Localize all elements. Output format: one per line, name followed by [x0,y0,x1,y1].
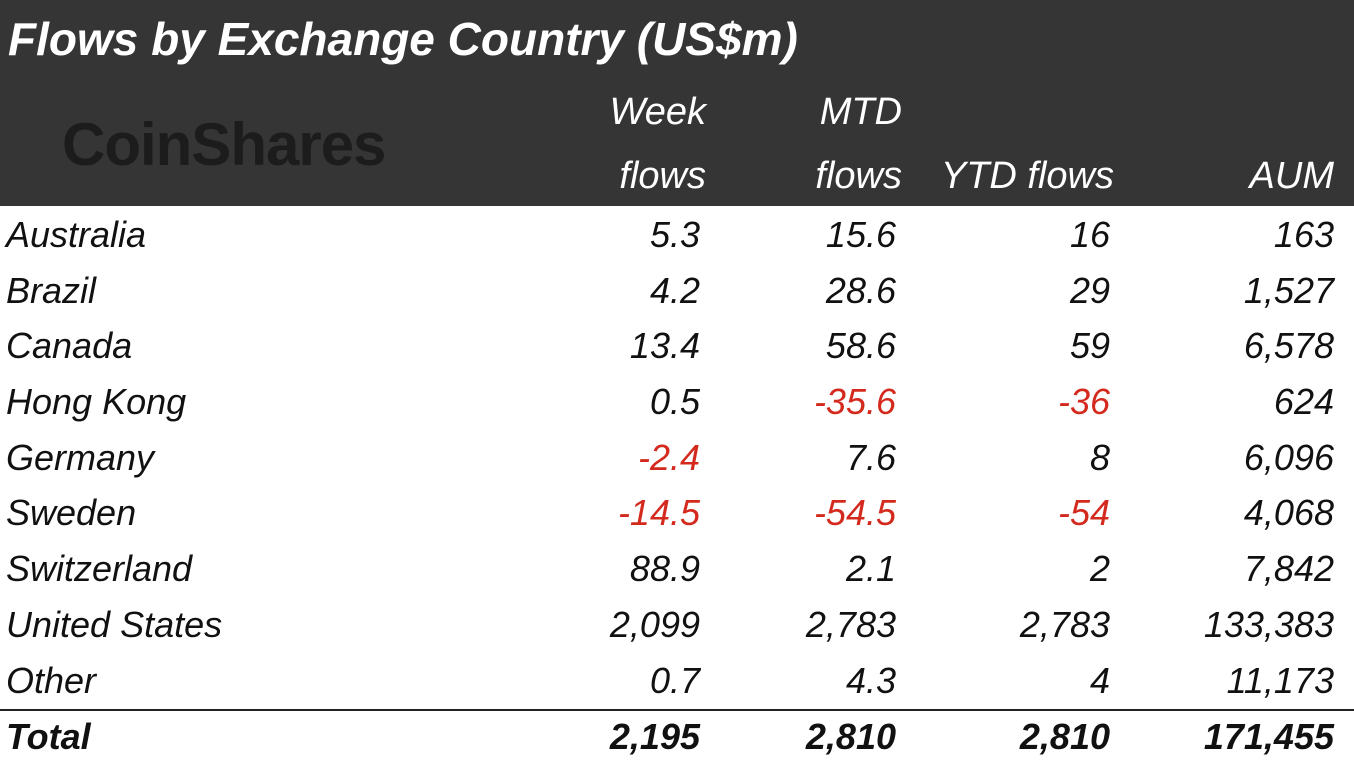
total-label: Total [6,716,91,757]
mtd-flows-cell: 58.6 [825,325,896,367]
column-header-week-flows: Week flows [610,80,706,208]
week-flows-cell: 5.3 [649,214,700,255]
total-aum: 171,455 [1203,716,1334,757]
aum-cell: 624 [1273,381,1334,423]
ytd-flows-cell: 8 [1089,436,1110,478]
aum-cell: 6,578 [1243,325,1334,367]
mtd-flows-cell: 28.6 [825,269,896,311]
ytd-flows-cell: 29 [1069,269,1110,311]
ytd-flows-cell: 4 [1089,659,1110,701]
ytd-flows-cell: -54 [1057,492,1110,534]
column-header-ytd-label: YTD flows [940,155,1114,197]
country-cell: Other [6,659,97,701]
week-flows-cell: 13.4 [629,325,700,367]
ytd-flows-cell: 16 [1069,214,1110,255]
table-row: Germany -2.4 7.6 8 6,096 [0,430,1354,486]
table-row: Hong Kong 0.5 -35.6 -36 624 [0,374,1354,430]
mtd-flows-cell: 2,783 [805,603,896,645]
ytd-flows-cell: 2,783 [1019,603,1110,645]
week-flows-cell: 2,099 [609,603,700,645]
mtd-flows-cell: 15.6 [825,214,896,255]
country-cell: Australia [6,214,147,255]
total-week-flows: 2,195 [609,716,700,757]
total-mtd-flows: 2,810 [805,716,896,757]
aum-cell: 6,096 [1243,436,1334,478]
table-row: Canada 13.4 58.6 59 6,578 [0,318,1354,374]
total-row: Total 2,195 2,810 2,810 171,455 [0,711,1354,764]
ytd-flows-cell: 59 [1069,325,1110,367]
country-cell: United States [6,603,223,645]
column-header-aum-label: AUM [1249,155,1334,197]
week-flows-cell: 88.9 [629,548,700,590]
country-cell: Switzerland [6,548,193,590]
aum-cell: 7,842 [1243,548,1334,590]
table-row: Switzerland 88.9 2.1 2 7,842 [0,541,1354,597]
country-cell: Germany [6,436,155,478]
table-row: Other 0.7 4.3 4 11,173 [0,653,1354,709]
table-row: United States 2,099 2,783 2,783 133,383 [0,597,1354,653]
ytd-flows-cell: 2 [1089,548,1110,590]
table-row: Australia 5.3 15.6 16 163 [0,207,1354,263]
week-flows-cell: 4.2 [649,269,700,311]
ytd-flows-cell: -36 [1057,381,1110,423]
table-header: Flows by Exchange Country (US$m) CoinSha… [0,0,1354,206]
mtd-flows-cell: 2.1 [845,548,896,590]
country-cell: Brazil [6,269,97,311]
column-header-mtd-line2: flows [815,155,902,197]
table-row: Brazil 4.2 28.6 29 1,527 [0,263,1354,319]
table-body: Australia 5.3 15.6 16 163 Brazil 4.2 28.… [0,207,1354,708]
mtd-flows-cell: 4.3 [845,659,896,701]
aum-cell: 1,527 [1243,269,1334,311]
page-title: Flows by Exchange Country (US$m) [8,13,798,65]
mtd-flows-cell: 7.6 [845,436,896,478]
column-header-mtd-flows: MTD flows [815,80,902,208]
aum-cell: 4,068 [1243,492,1334,534]
week-flows-cell: -14.5 [617,492,700,534]
total-divider [0,709,1354,711]
aum-cell: 163 [1273,214,1334,255]
mtd-flows-cell: -54.5 [813,492,896,534]
column-header-week-line1: Week [609,91,706,133]
week-flows-cell: -2.4 [637,436,700,478]
week-flows-cell: 0.5 [649,381,700,423]
mtd-flows-cell: -35.6 [813,381,896,423]
country-cell: Canada [6,325,133,367]
country-cell: Hong Kong [6,381,187,423]
week-flows-cell: 0.7 [649,659,700,701]
country-cell: Sweden [6,492,137,534]
coinshares-logo: CoinShares [62,111,386,178]
column-header-mtd-line1: MTD [819,91,902,133]
aum-cell: 133,383 [1203,603,1334,645]
column-header-week-line2: flows [619,155,706,197]
total-ytd-flows: 2,810 [1019,716,1110,757]
column-header-ytd-flows: YTD flows [941,144,1114,208]
aum-cell: 11,173 [1226,659,1334,701]
table-row: Sweden -14.5 -54.5 -54 4,068 [0,485,1354,541]
column-header-aum: AUM [1250,144,1334,208]
